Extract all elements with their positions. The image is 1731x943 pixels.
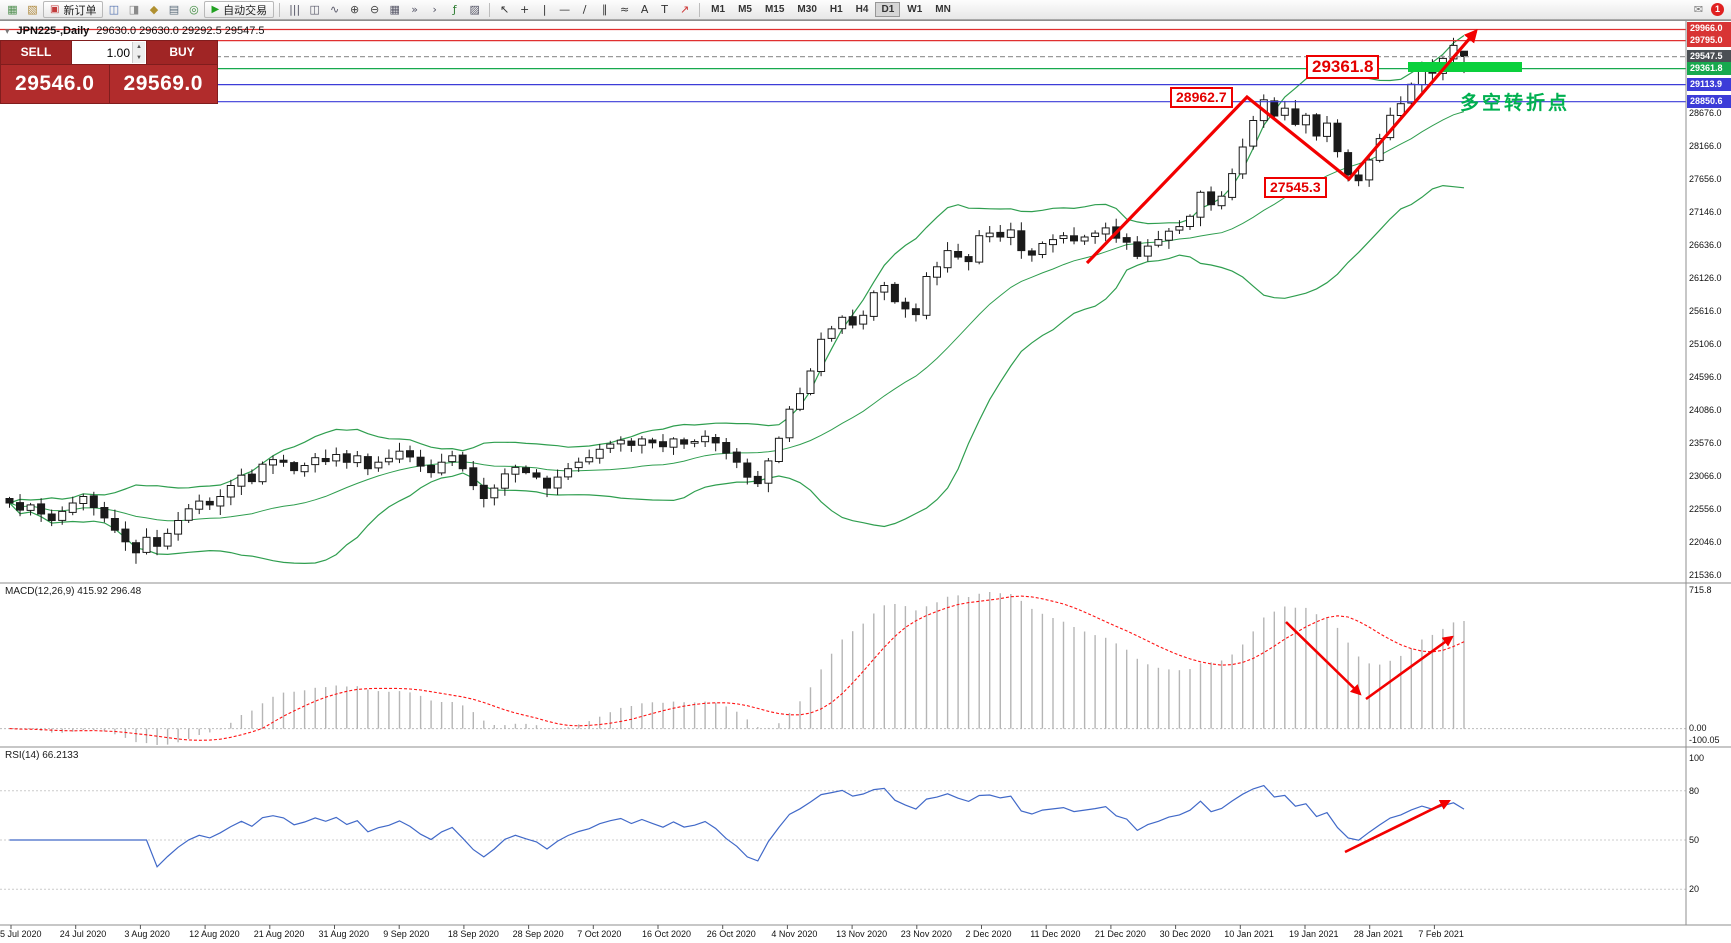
timeframe-button-m1[interactable]: M1 — [705, 2, 731, 17]
bollinger-lower-band — [9, 184, 1465, 565]
bollinger-upper-band — [9, 35, 1465, 504]
new-order-icon: ▣ — [50, 4, 60, 15]
lot-size-field: ▲ ▼ — [71, 41, 147, 64]
alert-count-badge[interactable]: 1 — [1711, 3, 1724, 16]
file-icon-group: ▦ ▧ — [3, 2, 42, 18]
trend-arrow-annotation — [1085, 28, 1478, 265]
buy-button[interactable]: BUY — [147, 41, 217, 64]
auto-trading-label: 自动交易 — [223, 4, 268, 17]
chart-ohlc-values: 29630.0 29630.0 29292.5 29547.5 — [96, 25, 265, 37]
timeframe-button-mn[interactable]: MN — [929, 2, 957, 17]
bull-bear-turning-point-note: 多空转折点 — [1460, 93, 1571, 114]
trendline-icon[interactable]: / — [582, 2, 587, 16]
rsi-line — [9, 784, 1465, 868]
candlestick-chart-icon[interactable]: ◫ — [309, 2, 320, 16]
lot-size-input[interactable] — [72, 41, 146, 64]
price-annotation-label: 29361.8 — [1306, 55, 1380, 80]
rsi-panel[interactable] — [0, 784, 1686, 890]
timeframe-button-m15[interactable]: M15 — [759, 2, 790, 17]
market-watch-icon[interactable]: ◫ — [108, 2, 120, 16]
text-icon[interactable]: A — [640, 2, 649, 16]
fibonacci-icon[interactable]: ≈ — [620, 2, 630, 16]
line-tools-group: ↖ + | — / ∥ ≈ A T ↗ — [495, 2, 694, 18]
panel-separators — [0, 20, 1731, 929]
price-annotation-label: 28962.7 — [1170, 87, 1233, 108]
timeframe-button-h1[interactable]: H1 — [824, 2, 849, 17]
toolbar-right-group: ✉ 1 — [1689, 2, 1728, 18]
rsi-label: RSI(14) 66.2133 — [5, 750, 79, 761]
timeframe-button-h4[interactable]: H4 — [850, 2, 875, 17]
vertical-line-icon[interactable]: | — [542, 2, 547, 16]
chart-symbol-title: JPN225-,Daily — [16, 25, 90, 37]
top-toolbar: ▦ ▧ ▣ 新订单 ◫ ◨ ◆ ▤ ◎ ▶ 自动交易 ||| ◫ ∿ ⊕ ⊖ ▦» › ƒ ▨ ↖ + | — /… — [0, 0, 1731, 20]
macd-panel[interactable] — [0, 592, 1686, 745]
auto-scroll-icon[interactable]: » — [411, 2, 419, 16]
lot-increase-icon[interactable]: ▲ — [133, 42, 145, 53]
timeframe-group: M1 M5 M15 M30 H1 H4 D1 W1 MN — [705, 2, 957, 17]
templates-icon[interactable]: ▨ — [469, 2, 480, 16]
toolbar-separator — [489, 2, 491, 17]
one-click-trade-panel: SELL ▲ ▼ BUY 29546.0 29569.0 — [0, 40, 218, 104]
profiles-icon[interactable]: ▧ — [27, 2, 38, 16]
sell-price-display[interactable]: 29546.0 — [15, 72, 95, 95]
chart-title-overlay: ▾ JPN225-,Daily 29630.0 29630.0 29292.5 … — [5, 25, 265, 37]
bar-chart-icon[interactable]: ||| — [289, 2, 301, 16]
auto-trading-button[interactable]: ▶ 自动交易 — [204, 1, 275, 18]
channel-icon[interactable]: ∥ — [601, 2, 608, 16]
price-annotation-label: 27545.3 — [1264, 177, 1327, 198]
new-order-button[interactable]: ▣ 新订单 — [43, 1, 104, 18]
timeframe-button-m30[interactable]: M30 — [791, 2, 822, 17]
terminal-icon[interactable]: ▤ — [168, 2, 180, 16]
zoom-out-icon[interactable]: ⊖ — [370, 2, 380, 16]
horizontal-line-icon[interactable]: — — [559, 2, 571, 16]
main-price-panel[interactable] — [0, 28, 1686, 565]
timeframe-button-m5[interactable]: M5 — [732, 2, 758, 17]
new-order-label: 新订单 — [63, 4, 97, 17]
macd-arrow-annotation — [1365, 635, 1454, 701]
lot-size-stepper: ▲ ▼ — [132, 42, 145, 63]
lot-decrease-icon[interactable]: ▼ — [133, 52, 145, 63]
sell-button[interactable]: SELL — [1, 41, 71, 64]
crosshair-icon[interactable]: + — [520, 2, 530, 16]
arrow-tool-icon[interactable]: ↗ — [680, 2, 690, 16]
strategy-tester-icon[interactable]: ◎ — [189, 2, 199, 16]
window-icon-group: ◫ ◨ ◆ ▤ ◎ — [104, 2, 203, 18]
data-window-icon[interactable]: ◨ — [128, 2, 140, 16]
new-chart-icon[interactable]: ▦ — [7, 2, 18, 16]
timeframe-button-d1[interactable]: D1 — [875, 2, 901, 17]
macd-arrow-annotation — [1285, 621, 1362, 696]
zoom-in-icon[interactable]: ⊕ — [350, 2, 360, 16]
indicators-icon[interactable]: ƒ — [452, 2, 457, 16]
green-highlight-bar — [1408, 62, 1522, 72]
label-icon[interactable]: T — [661, 2, 669, 16]
chart-tools-group: ||| ◫ ∿ ⊕ ⊖ ▦ » › ƒ ▨ — [285, 2, 484, 18]
mail-icon[interactable]: ✉ — [1693, 2, 1704, 16]
tile-windows-icon[interactable]: ▦ — [389, 2, 400, 16]
navigator-icon[interactable]: ◆ — [149, 2, 159, 16]
line-chart-icon[interactable]: ∿ — [330, 2, 340, 16]
macd-label: MACD(12,26,9) 415.92 296.48 — [5, 586, 142, 597]
rsi-arrow-annotation — [1344, 799, 1451, 854]
cursor-icon[interactable]: ↖ — [500, 2, 510, 16]
buy-price-display[interactable]: 29569.0 — [108, 65, 218, 103]
chart-shift-icon[interactable]: › — [432, 2, 437, 16]
toolbar-separator — [279, 2, 281, 17]
toolbar-separator — [699, 2, 701, 17]
auto-trading-icon: ▶ — [211, 4, 220, 15]
timeframe-button-w1[interactable]: W1 — [901, 2, 928, 17]
one-click-collapse-icon[interactable]: ▾ — [5, 25, 10, 36]
